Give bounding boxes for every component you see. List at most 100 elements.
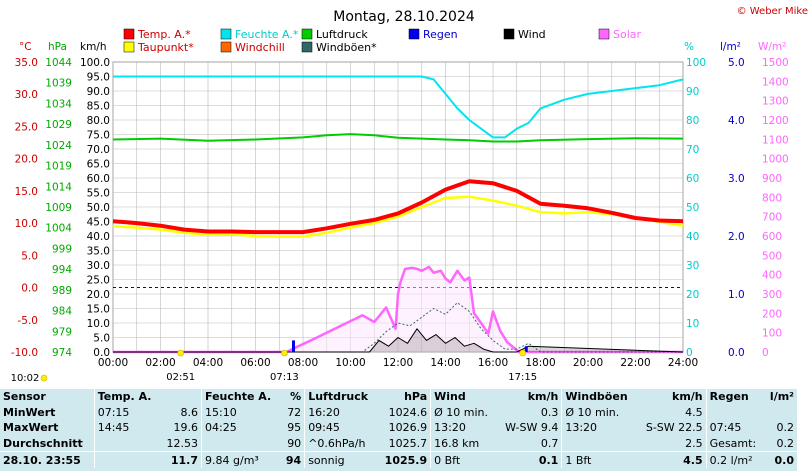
humidity-tick-label: 0 xyxy=(686,347,693,359)
moonrise-label: 02:51 xyxy=(166,372,195,383)
temp-tick-label: 0.0 xyxy=(21,283,38,295)
wind-tick-label: 55.0 xyxy=(87,188,110,200)
solar-tick-label: 1500 xyxy=(762,57,789,69)
x-tick-label: 20:00 xyxy=(573,357,603,369)
table-cell: 1 Bft xyxy=(561,451,638,468)
table-cell xyxy=(561,435,638,452)
table-cell: 1024.6 xyxy=(388,405,428,419)
legend-label: Taupunkt* xyxy=(137,41,194,54)
table-cell: 19.6 xyxy=(173,421,199,435)
row-label: MaxWert xyxy=(3,421,59,435)
pressure-tick-label: 1044 xyxy=(45,57,72,69)
table-cell: 0.2 xyxy=(776,421,795,435)
table-cell: 0.2 xyxy=(776,437,795,451)
x-tick-label: 24:00 xyxy=(668,357,698,369)
legend-swatch xyxy=(220,28,232,40)
table-cell: 09:45 xyxy=(304,420,378,436)
humidity-tick-label: 60 xyxy=(686,173,699,185)
table-cell: 07:15 xyxy=(93,404,161,421)
table-cell: Ø 10 min. xyxy=(561,404,638,421)
wind-tick-label: 50.0 xyxy=(87,202,110,214)
solar-tick-label: 100 xyxy=(762,328,782,340)
wind-tick-label: 10.0 xyxy=(87,318,110,330)
solar-tick-label: 600 xyxy=(762,231,782,243)
table-cell: 07:45 xyxy=(705,420,765,436)
rain-bar xyxy=(292,340,295,352)
humidity-tick-label: 20 xyxy=(686,289,699,301)
wind-series xyxy=(113,328,684,353)
legend-label: Solar xyxy=(613,28,642,41)
pressure-tick-label: 1034 xyxy=(45,98,72,110)
table-header-row: Sensor Temp. A. Feuchte A. % Luftdruck h… xyxy=(0,389,797,405)
solar-tick-label: 200 xyxy=(762,308,782,320)
table-cell: 16.8 km xyxy=(430,435,497,452)
legend-swatch xyxy=(301,41,313,53)
legend: Temp. A.* Feuchte A.* Luftdruck Regen Wind So… xyxy=(123,28,642,54)
pressure-tick-label: 1039 xyxy=(45,78,72,90)
chart-title: Montag, 28.10.2024 xyxy=(333,9,475,25)
humidity-tick-label: 50 xyxy=(686,202,699,214)
x-tick-label: 02:00 xyxy=(145,357,175,369)
table-cell: 8.6 xyxy=(180,405,199,419)
temp-tick-label: 10.0 xyxy=(15,218,38,230)
table-header-temp: Temp. A. xyxy=(93,389,161,405)
wind-tick-label: 60.0 xyxy=(87,173,110,185)
wind-tick-label: 65.0 xyxy=(87,159,110,171)
legend-label: Temp. A.* xyxy=(137,28,191,41)
wind-tick-label: 80.0 xyxy=(87,115,110,127)
pressure-tick-label: 979 xyxy=(52,326,72,338)
legend-swatch xyxy=(220,41,232,53)
humidity-tick-label: 80 xyxy=(686,115,699,127)
sunrise-label: 07:13 xyxy=(270,372,299,383)
table-cell: 13:20 xyxy=(430,420,497,436)
table-cell: 11.7 xyxy=(160,451,202,468)
wind-tick-label: 75.0 xyxy=(87,130,110,142)
humidity-tick-label: 30 xyxy=(686,260,699,272)
dewpoint-series xyxy=(112,195,684,238)
table-cell xyxy=(93,435,161,452)
row-label: Durchschnitt xyxy=(3,437,83,451)
table-row: Durchschnitt 12.53 90 ^0.6hPa/h 1025.7 1… xyxy=(0,435,797,452)
table-cell: 13:20 xyxy=(561,420,638,436)
wind-tick-label: 95.0 xyxy=(87,72,110,84)
x-tick-label: 12:00 xyxy=(383,357,413,369)
sun-moon-events: 07:13 17:15 02:51 10:02 xyxy=(11,349,537,384)
sunset-label: 17:15 xyxy=(508,372,537,383)
humidity-tick-label: 40 xyxy=(686,231,699,243)
rain-tick-label: 1.0 xyxy=(728,289,745,301)
wind-tick-label: 25.0 xyxy=(87,275,110,287)
table-header-gusts: Windböen xyxy=(561,389,638,405)
table-cell xyxy=(93,451,161,468)
table-cell: 4.5 xyxy=(637,451,707,468)
table-cell: 04:25 xyxy=(201,420,281,436)
axis-units: °C hPa km/h% l/m² W/m² xyxy=(19,41,786,53)
table-cell: 4.5 xyxy=(685,405,703,419)
x-tick-label: 18:00 xyxy=(525,357,555,369)
temp-tick-label: -5.0 xyxy=(18,315,39,327)
table-header-rain: Regen xyxy=(705,389,765,405)
row-label: 28.10. 23:55 xyxy=(0,451,95,468)
pressure-unit-label: hPa xyxy=(48,41,67,53)
wind-fill xyxy=(113,328,683,352)
table-header-wind: Wind xyxy=(430,389,497,405)
solar-tick-label: 700 xyxy=(762,212,782,224)
pressure-series xyxy=(112,133,684,143)
pressure-tick-label: 999 xyxy=(52,243,72,255)
humidity-tick-label: 90 xyxy=(686,86,699,98)
sunrise-marker xyxy=(281,349,288,357)
wind-tick-label: 90.0 xyxy=(87,86,110,98)
legend-label: Windchill xyxy=(235,41,285,54)
rain-tick-label: 3.0 xyxy=(728,173,745,185)
table-cell: 1026.9 xyxy=(388,421,428,435)
wind-tick-label: 20.0 xyxy=(87,289,110,301)
moonset-label: 10:02 xyxy=(11,373,40,384)
wind-unit-label: km/h xyxy=(80,41,107,53)
axes: 35.0 30.0 25.0 20.0 15.0 10.0 5.0 0.0 -5.0 -10.0 1… xyxy=(11,57,789,369)
table-row-current: 28.10. 23:55 11.7 9.84 g/m³ 94 sonnig 10… xyxy=(0,451,797,468)
pressure-tick-label: 1029 xyxy=(45,119,72,131)
wind-tick-label: 100.0 xyxy=(80,57,110,69)
plot-area xyxy=(112,75,684,354)
humidity-unit-label: % xyxy=(684,41,694,53)
legend-swatch xyxy=(408,28,420,40)
table-header-pressure: Luftdruck xyxy=(304,389,378,405)
